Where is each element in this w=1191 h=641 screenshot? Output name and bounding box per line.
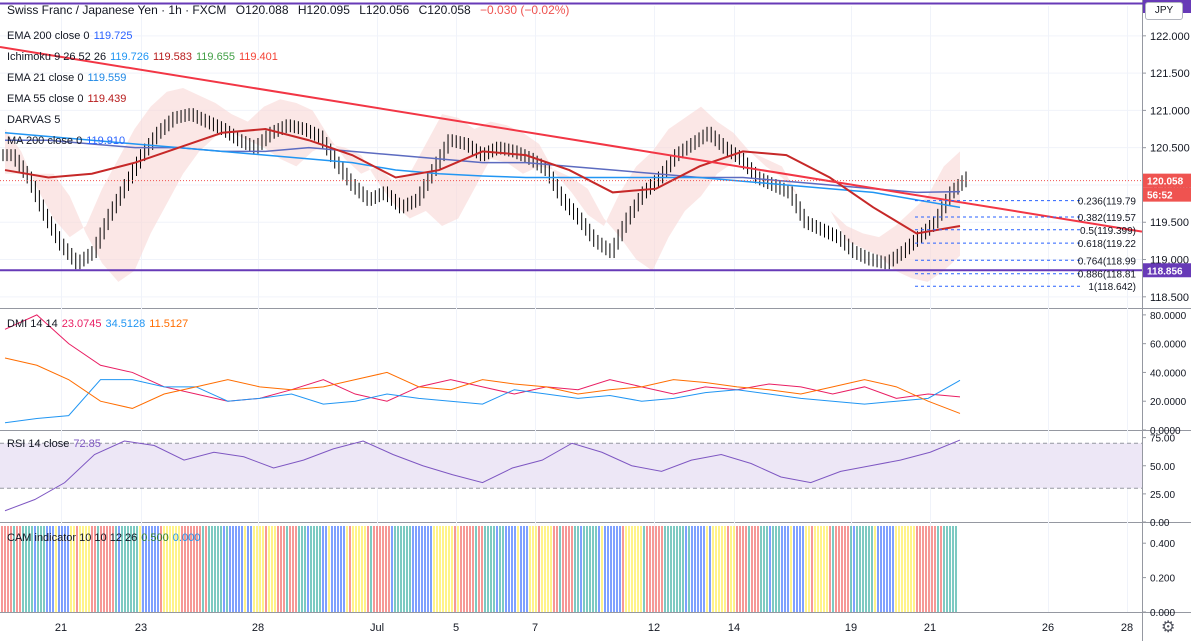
dmi-tick-label: 0.0000 (1150, 426, 1181, 437)
cam-tick-label: 0.400 (1150, 539, 1175, 550)
rsi-legend-value: 72.85 (73, 438, 101, 450)
indicator-legend[interactable]: MA 200 close 0 119.910 (7, 134, 129, 148)
rsi-line (4, 439, 961, 512)
last-price-tag-bg (1143, 173, 1191, 188)
fib-level-label: 0.618(119.22 (1078, 239, 1137, 250)
x-tick-label: 23 (135, 622, 147, 634)
rsi-tick-label: 50.00 (1150, 462, 1175, 473)
indicator-legend-value: 119.910 (86, 135, 126, 147)
indicator-legend-value: 119.725 (93, 30, 133, 42)
indicator-legend[interactable]: EMA 200 close 0 119.725 (7, 29, 137, 43)
x-tick-label: 7 (532, 622, 538, 634)
indicator-legend-value: 119.583 (153, 51, 192, 63)
rsi-tick-label: 25.00 (1150, 490, 1175, 501)
dmi-tick-label: 80.0000 (1150, 311, 1187, 322)
x-tick-label: 21 (55, 622, 67, 634)
indicator-legend[interactable]: DARVAS 5 (7, 113, 64, 127)
ohlc-open: O120.088 (235, 3, 289, 17)
dmi-legend-label: DMI 14 14 (7, 318, 58, 330)
fib-level-label: 0.5(119.399) (1080, 226, 1136, 237)
price-tick-label: 122.000 (1150, 31, 1190, 43)
cam-legend[interactable]: CAM indicator 10 10 12 26 0.500 0.000 (7, 531, 204, 545)
dmi-legend-value: 34.5128 (105, 318, 146, 330)
ohlc-high: H120.095 (297, 3, 350, 17)
x-tick-label: 12 (648, 622, 660, 634)
fib-level-label: 0.236(119.79 (1078, 197, 1137, 208)
indicator-legend-value: 119.559 (87, 72, 127, 84)
dmi-series-line (4, 357, 961, 414)
fib-level-label: 1(118.642) (1088, 282, 1136, 293)
rsi-tick-label: 75.00 (1150, 434, 1175, 445)
indicator-legend-label: EMA 55 close 0 (7, 93, 84, 105)
cam-legend-value: 0.500 (141, 532, 169, 544)
x-tick-label: 14 (728, 622, 740, 634)
cam-legend-value: 0.000 (172, 532, 201, 544)
last-price-tag: 120.058 (1147, 177, 1184, 188)
rsi-band (0, 443, 1142, 489)
rsi-legend[interactable]: RSI 14 close 72.85 (7, 437, 105, 451)
ohlc-change: −0.030 (−0.02%) (480, 3, 570, 17)
indicator-legend-label: MA 200 close 0 (7, 135, 83, 147)
fib-level-label: 0.886(118.81 (1078, 270, 1137, 281)
fib-level-label: 0.764(118.99 (1078, 256, 1137, 267)
indicator-legend-label: EMA 21 close 0 (7, 72, 84, 84)
indicator-legend[interactable]: EMA 55 close 0 119.439 (7, 92, 130, 106)
indicator-legend-label: DARVAS 5 (7, 114, 61, 126)
price-tick-label: 119.500 (1150, 217, 1189, 229)
ema55-line (4, 128, 961, 235)
ichimoku-cloud (5, 88, 960, 282)
price-tick-label: 121.500 (1150, 68, 1190, 80)
countdown-tag: 56:52 (1147, 191, 1173, 202)
x-tick-label: 26 (1042, 622, 1054, 634)
countdown-tag-bg (1143, 187, 1191, 202)
x-tick-label: 21 (924, 622, 936, 634)
dmi-series-line (4, 379, 961, 424)
dmi-legend-value: 23.0745 (61, 318, 102, 330)
price-tick-label: 118.500 (1150, 292, 1189, 304)
ohlc-low: L120.056 (359, 3, 410, 17)
x-tick-label: 19 (845, 622, 857, 634)
cam-tick-label: 0.000 (1150, 608, 1175, 619)
x-tick-label: 5 (453, 622, 459, 634)
indicator-legend-value: 119.655 (195, 51, 235, 63)
x-tick-label: 28 (1121, 622, 1133, 634)
indicator-legend-label: EMA 200 close 0 (7, 30, 90, 42)
indicator-legend[interactable]: EMA 21 close 0 119.559 (7, 71, 130, 85)
symbol-header: Swiss Franc / Japanese Yen · 1h · FXCM O… (7, 3, 575, 17)
dmi-tick-label: 20.0000 (1150, 397, 1187, 408)
price-tick-label: 120.500 (1150, 143, 1190, 155)
symbol-title[interactable]: Swiss Franc / Japanese Yen · 1h · FXCM (7, 3, 227, 17)
cam-legend-label: CAM indicator 10 10 12 26 (7, 532, 138, 544)
currency-button[interactable]: JPY (1145, 2, 1183, 20)
dmi-tick-label: 40.0000 (1150, 368, 1187, 379)
ema200-line (4, 132, 961, 209)
cam-tick-label: 0.200 (1150, 574, 1175, 585)
dmi-legend-value: 11.5127 (149, 318, 189, 330)
x-tick-label: Jul (370, 622, 384, 634)
support-price-tag: 118.856 (1147, 266, 1183, 277)
dmi-tick-label: 60.0000 (1150, 340, 1187, 351)
fib-level-label: 0.382(119.57 (1078, 213, 1137, 224)
price-tick-label: 121.000 (1150, 105, 1190, 117)
ohlc-close: C120.058 (418, 3, 471, 17)
indicator-legend-value: 119.401 (238, 51, 278, 63)
indicator-legend-value: 119.726 (110, 51, 150, 63)
settings-gear-icon[interactable]: ⚙ (1161, 619, 1176, 636)
rsi-tick-label: 0.00 (1150, 518, 1170, 529)
rsi-legend-label: RSI 14 close (7, 438, 70, 450)
indicator-legend-label: Ichimoku 9 26 52 26 (7, 51, 107, 63)
support-price-tag-bg (1143, 263, 1191, 278)
indicator-legend-value: 119.439 (87, 93, 127, 105)
indicator-legend[interactable]: Ichimoku 9 26 52 26 119.726 119.583 119.655… (7, 50, 282, 64)
x-tick-label: 28 (252, 622, 264, 634)
dmi-legend[interactable]: DMI 14 14 23.0745 34.5128 11.5127 (7, 317, 192, 331)
ma200-line (5, 139, 961, 194)
